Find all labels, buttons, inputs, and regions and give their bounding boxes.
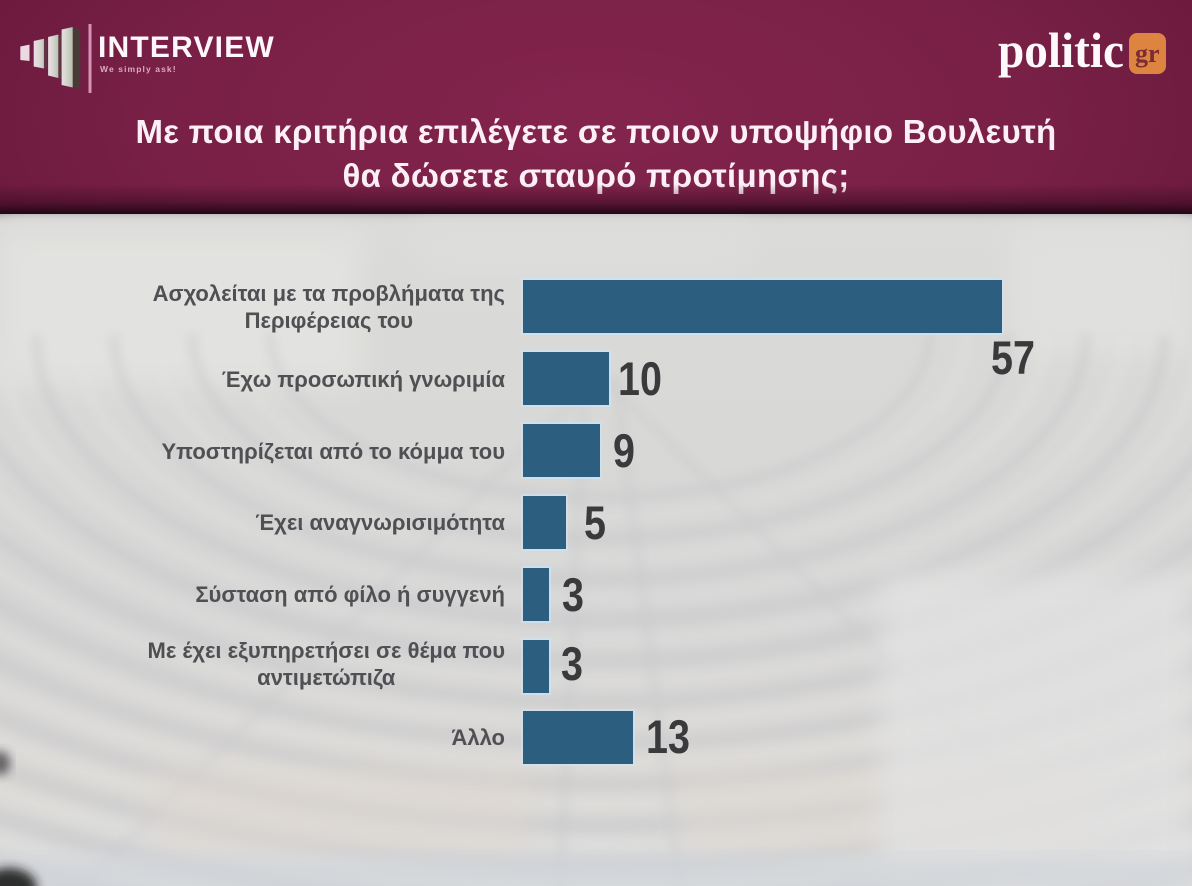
svg-text:politic: politic — [998, 22, 1124, 78]
svg-text:gr: gr — [1135, 39, 1160, 68]
